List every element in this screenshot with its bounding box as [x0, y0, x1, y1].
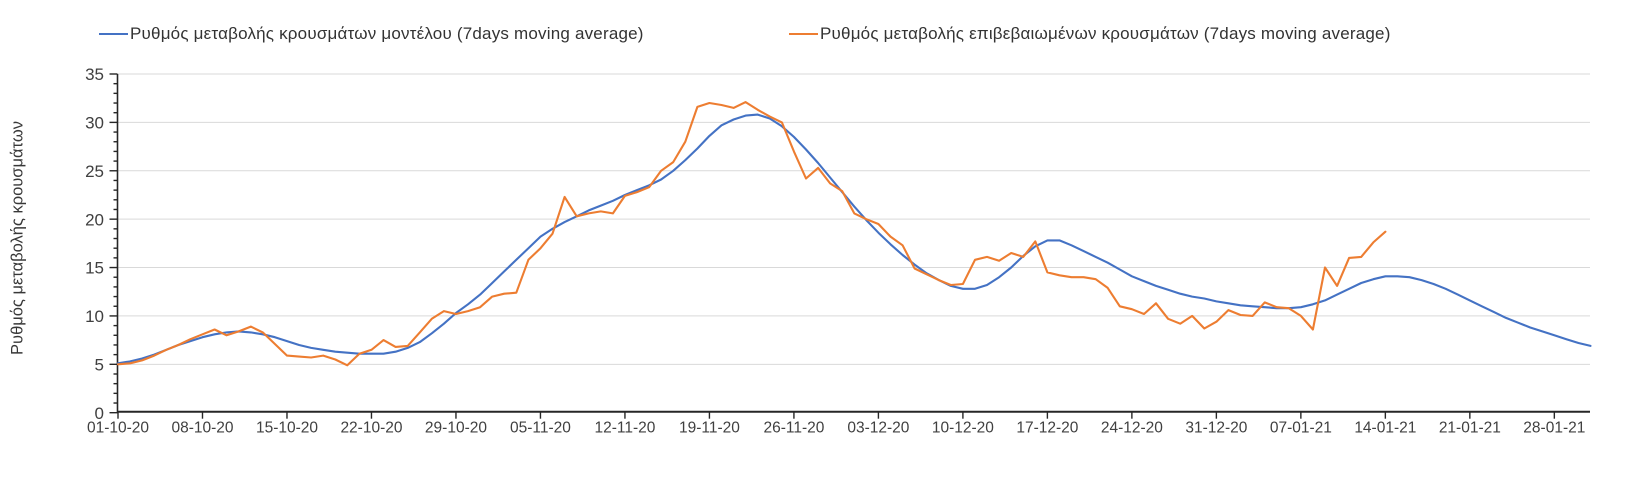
- x-tick-label: 14-01-21: [1354, 420, 1416, 437]
- y-tick-label: 0: [95, 404, 104, 423]
- x-tick-label: 15-10-20: [256, 420, 318, 437]
- x-tick-label: 17-12-20: [1016, 420, 1078, 437]
- legend-marker-confirmed-line: [789, 33, 818, 35]
- legend-label-model: Ρυθμός μεταβολής κρουσμάτων μοντέλου (7d…: [130, 24, 644, 43]
- x-tick-label: 12-11-20: [594, 420, 655, 437]
- x-tick-label: 29-10-20: [425, 420, 487, 437]
- x-tick-label: 01-10-20: [87, 420, 149, 437]
- legend-item-confirmed: Ρυθμός μεταβολής επιβεβαιωμένων κρουσμάτ…: [789, 24, 1391, 44]
- x-tick-label: 19-11-20: [679, 420, 740, 437]
- x-tick-label: 31-12-20: [1185, 420, 1247, 437]
- x-tick-label: 03-12-20: [847, 420, 909, 437]
- x-tick-label: 07-01-21: [1270, 420, 1332, 437]
- series-line-model: [116, 113, 1592, 365]
- x-tick-label: 21-01-21: [1439, 420, 1501, 437]
- x-tick-label: 26-11-20: [763, 420, 824, 437]
- x-tick-label: 24-12-20: [1101, 420, 1163, 437]
- x-tick-label: 22-10-20: [340, 420, 402, 437]
- legend-label-confirmed: Ρυθμός μεταβολής επιβεβαιωμένων κρουσμάτ…: [820, 24, 1391, 43]
- y-tick-label: 15: [85, 259, 104, 278]
- series-line-confirmed: [116, 101, 1387, 367]
- x-tick-label: 28-01-21: [1523, 420, 1585, 437]
- legend-marker-model-line: [99, 33, 128, 35]
- x-tick-label: 05-11-20: [510, 420, 571, 437]
- y-tick-label: 30: [85, 114, 104, 133]
- x-tick-label: 08-10-20: [171, 420, 233, 437]
- y-tick-label: 35: [85, 65, 104, 84]
- x-tick-label: 10-12-20: [932, 420, 994, 437]
- y-tick-label: 10: [85, 307, 104, 326]
- legend-item-model: Ρυθμός μεταβολής κρουσμάτων μοντέλου (7d…: [99, 24, 644, 44]
- y-tick-label: 25: [85, 162, 104, 181]
- y-tick-label: 5: [95, 355, 104, 374]
- y-tick-label: 20: [85, 210, 104, 229]
